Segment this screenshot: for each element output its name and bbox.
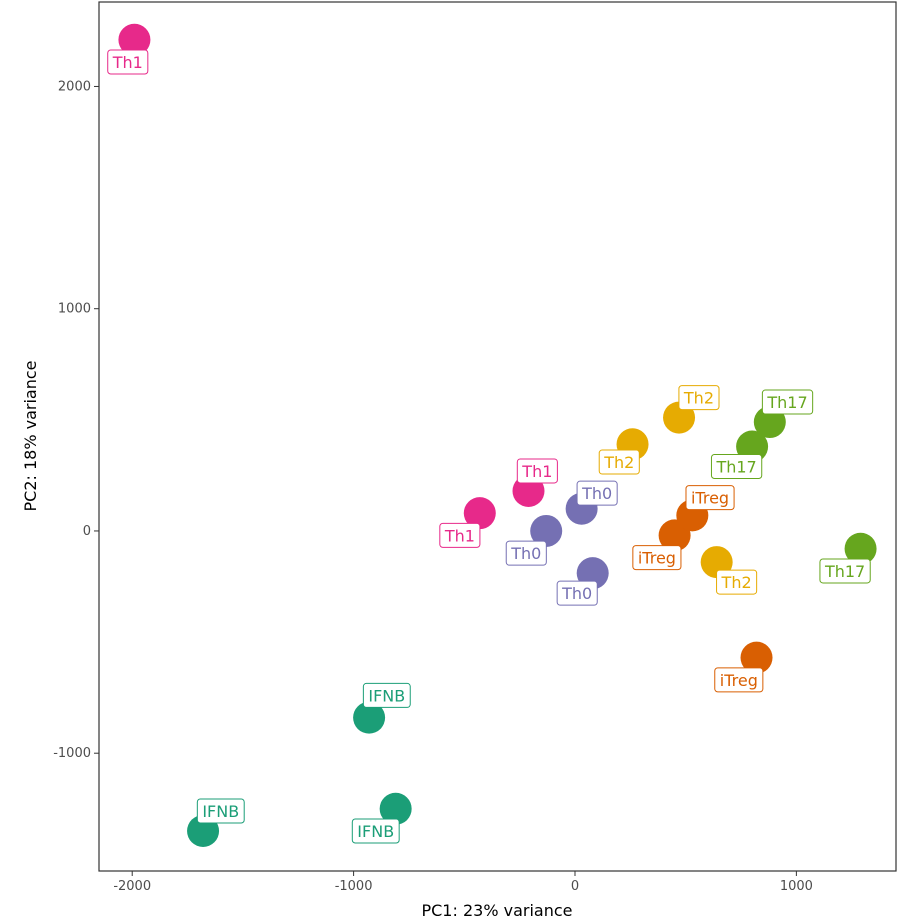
point-label-text: Th0 (561, 584, 592, 603)
point-label: iTreg (632, 545, 682, 571)
point-label-text: Th1 (444, 526, 475, 545)
point-label-text: Th1 (521, 462, 552, 481)
x-axis-title: PC1: 23% variance (421, 901, 572, 919)
point-label: IFNB (351, 818, 400, 844)
x-tick-label: 1000 (780, 879, 813, 894)
point-label-text: Th17 (766, 393, 807, 412)
point-label-box (685, 485, 735, 511)
point-label-text: Th2 (721, 573, 752, 592)
point-label: iTreg (685, 485, 735, 511)
point-label-text: IFNB (357, 822, 394, 841)
point-label-text: iTreg (691, 489, 729, 508)
point-label-box (678, 385, 720, 411)
point-label: Th2 (678, 385, 720, 411)
point-label-text: Th17 (715, 458, 756, 477)
point-label-box (505, 540, 547, 566)
x-tick-label: 0 (571, 879, 579, 894)
point-label-box (632, 545, 682, 571)
y-tick-label: 2000 (58, 79, 91, 94)
point-label: Th17 (819, 558, 871, 584)
point-label-text: Th2 (603, 453, 634, 472)
point-label: Th0 (505, 540, 547, 566)
data-point (844, 532, 877, 565)
point-label-box (598, 449, 640, 475)
point-label-text: Th2 (683, 389, 714, 408)
data-point (530, 514, 563, 547)
point-label-text: Th0 (510, 544, 541, 563)
point-label-text: iTreg (720, 671, 758, 690)
point-label: Th17 (710, 454, 763, 480)
point-label-box (351, 818, 400, 844)
point-label: Th2 (598, 449, 640, 475)
point-label: Th17 (761, 389, 814, 415)
y-axis-title: PC2: 18% variance (21, 360, 40, 511)
point-label-text: IFNB (368, 686, 405, 705)
point-label-box (196, 798, 245, 824)
point-label-box (819, 558, 871, 584)
point-label: Th0 (556, 580, 598, 606)
point-label: Th0 (576, 480, 618, 506)
point-label-text: Th1 (112, 53, 143, 72)
data-point (353, 701, 386, 734)
point-label-box (107, 49, 149, 75)
point-label-box (761, 389, 814, 415)
y-tick-label: 1000 (58, 302, 91, 317)
data-point (379, 792, 412, 825)
point-label-box (556, 580, 598, 606)
point-label: IFNB (362, 682, 411, 708)
point-label: iTreg (714, 667, 764, 693)
point-label-text: IFNB (202, 802, 239, 821)
point-label-box (362, 682, 411, 708)
point-label-text: Th17 (824, 562, 865, 581)
point-label: Th1 (516, 458, 558, 484)
point-label-text: Th0 (581, 484, 612, 503)
point-label-text: iTreg (638, 549, 676, 568)
point-label: Th1 (439, 522, 481, 548)
point-label-box (714, 667, 764, 693)
point-label-box (716, 569, 758, 595)
point-label: Th2 (716, 569, 758, 595)
data-point (463, 497, 496, 530)
point-label-box (576, 480, 618, 506)
point-label: IFNB (196, 798, 245, 824)
point-label-box (439, 522, 481, 548)
y-tick-label: -1000 (53, 746, 91, 761)
point-label: Th1 (107, 49, 149, 75)
point-label-box (710, 454, 763, 480)
point-label-box (516, 458, 558, 484)
y-tick-label: 0 (83, 524, 91, 539)
data-point (118, 23, 151, 56)
x-tick-label: -2000 (113, 879, 151, 894)
data-point (740, 641, 773, 674)
x-tick-label: -1000 (335, 879, 373, 894)
